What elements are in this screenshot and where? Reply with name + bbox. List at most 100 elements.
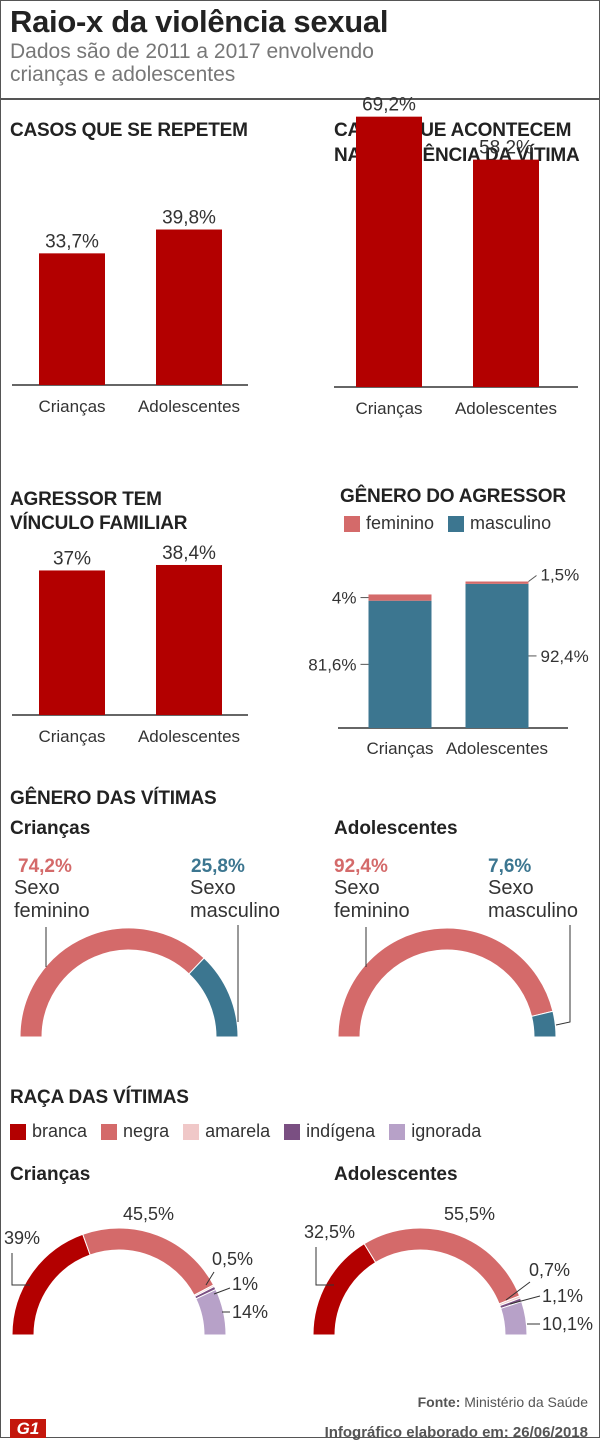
raca-criancas-label-2: 0,5% [212,1249,253,1269]
residencia-category-label-0: Crianças [355,399,422,418]
casos-repetem-category-label-1: Adolescentes [138,397,240,416]
casos-repetem-bar-1 [156,229,222,385]
legend-label-indigena: indígena [306,1121,376,1141]
footer-date: Infográfico elaborado em: 26/06/2018 [324,1424,588,1441]
legend-genero-agressor: feminino masculino [344,513,565,534]
residencia-value-label-1: 58,2% [479,138,533,159]
legend-item-branca: branca [10,1121,87,1142]
legend-raca: branca negra amarela indígena ignorada [10,1121,495,1142]
residencia-bar-1 [473,159,539,387]
group-title-criancas-raca: Crianças [10,1164,91,1185]
vinculo-bar-1 [156,564,222,715]
agressor-label-masculino-0: 81,6% [308,655,356,674]
legend-item-ignorada: ignorada [389,1121,481,1142]
raca-criancas-leader-0 [11,1253,30,1286]
swatch-branca [10,1123,26,1140]
swatch-indigena [284,1123,301,1140]
residencia-bar-0 [356,116,422,388]
pct-adolescentes-feminino: 92,4% [334,856,388,877]
raca-adolescentes-slice-0 [312,1243,377,1336]
vinculo-category-label-0: Crianças [38,727,105,746]
subtitle-line-1: Dados são de 2011 a 2017 envolvendo [10,40,374,63]
g1-logo: G1 [10,1419,46,1438]
vinculo-value-label-0: 37% [53,548,91,569]
page-title: Raio-x da violência sexual [10,4,389,39]
desc-criancas-masculino-line-2: masculino [190,900,281,922]
residencia-value-label-0: 69,2% [362,95,416,116]
desc-criancas-masculino-line-1: Sexo [190,877,236,899]
vinculo-category-label-1: Adolescentes [138,727,240,746]
swatch-masculino [448,515,465,532]
agressor-bar-masculino-0 [368,600,432,728]
swatch-negra [101,1123,118,1140]
raca-adolescentes-label-2: 0,7% [529,1260,570,1280]
raca-criancas-label-0: 39% [4,1228,40,1248]
footer-source-value: Ministério da Saúde [464,1394,588,1410]
legend-label-masculino: masculino [470,513,552,533]
vinculo-value-label-1: 38,4% [162,543,216,564]
agressor-category-label-1: Adolescentes [446,739,548,758]
section-title-genero-agressor: GÊNERO DO AGRESSOR [340,486,566,507]
raca-adolescentes-label-3: 1,1% [542,1286,583,1306]
section-title-casos-repetem: CASOS QUE SE REPETEM [10,120,248,141]
raca-criancas-label-4: 14% [232,1302,268,1322]
subtitle-line-2: crianças e adolescentes [10,63,236,86]
group-title-criancas-genero: Crianças [10,818,91,839]
section-title-vinculo-line-2: VÍNCULO FAMILIAR [10,513,188,534]
raca-adolescentes-slice-1 [363,1227,521,1305]
group-title-adolescentes-raca: Adolescentes [334,1164,458,1185]
legend-item-feminino: feminino [344,513,434,534]
raca-adolescentes-leader-0 [315,1247,334,1286]
raca-criancas-leader-2 [205,1271,215,1286]
raca-adolescentes-label-4: 10,1% [542,1314,593,1334]
swatch-feminino [344,515,360,532]
raca-adolescentes-leader-2 [505,1281,531,1301]
casos-repetem-bar-0 [39,253,105,385]
footer-source-label: Fonte: [417,1394,461,1410]
desc-adolescentes-masculino-line-2: masculino [488,900,579,922]
legend-item-masculino: masculino [448,513,551,534]
agressor-category-label-0: Crianças [366,739,433,758]
desc-criancas-feminino-line-1: Sexo [14,877,60,899]
legend-label-feminino: feminino [366,513,435,533]
genero-adolescentes-slice-1 [530,1010,557,1038]
agressor-label-feminino-1: 1,5% [541,566,580,585]
legend-item-amarela: amarela [183,1121,270,1142]
raca-adolescentes-label-1: 55,5% [444,1204,495,1224]
genero-criancas-slice-1 [188,957,239,1038]
raca-criancas-label-1: 45,5% [123,1204,174,1224]
desc-adolescentes-feminino-line-1: Sexo [334,877,380,899]
pct-criancas-feminino: 74,2% [18,856,72,877]
genero-adolescentes-leader-masculino [555,925,571,1026]
agressor-bar-feminino-0 [368,594,432,601]
raca-criancas-leader-3 [213,1287,231,1295]
agressor-leader-feminino-1 [528,575,537,582]
raca-criancas-slice-4 [195,1288,227,1336]
pct-criancas-masculino: 25,8% [191,856,245,877]
section-title-vinculo-line-1: AGRESSOR TEM [10,489,162,510]
raca-criancas-slice-1 [82,1227,215,1296]
agressor-bar-masculino-1 [465,583,529,728]
section-title-raca-vitimas: RAÇA DAS VÍTIMAS [10,1087,189,1108]
legend-label-amarela: amarela [205,1121,271,1141]
swatch-ignorada [389,1123,406,1140]
section-title-genero-vitimas: GÊNERO DAS VÍTIMAS [10,788,217,809]
desc-adolescentes-masculino-line-1: Sexo [488,877,534,899]
legend-label-branca: branca [32,1121,88,1141]
raca-criancas-label-3: 1% [232,1274,258,1294]
swatch-amarela [183,1123,200,1140]
header-divider [0,98,600,100]
pct-adolescentes-masculino: 7,6% [488,856,532,877]
casos-repetem-value-label-0: 33,7% [45,231,99,252]
casos-repetem-category-label-0: Crianças [38,397,105,416]
raca-adolescentes-label-0: 32,5% [304,1222,355,1242]
agressor-label-feminino-0: 4% [332,589,357,608]
desc-adolescentes-feminino-line-2: feminino [334,900,410,922]
legend-item-negra: negra [101,1121,169,1142]
casos-repetem-value-label-1: 39,8% [162,208,216,229]
legend-label-negra: negra [123,1121,170,1141]
legend-label-ignorada: ignorada [411,1121,482,1141]
agressor-bar-feminino-1 [465,581,529,584]
raca-adolescentes-leader-3 [509,1295,541,1305]
